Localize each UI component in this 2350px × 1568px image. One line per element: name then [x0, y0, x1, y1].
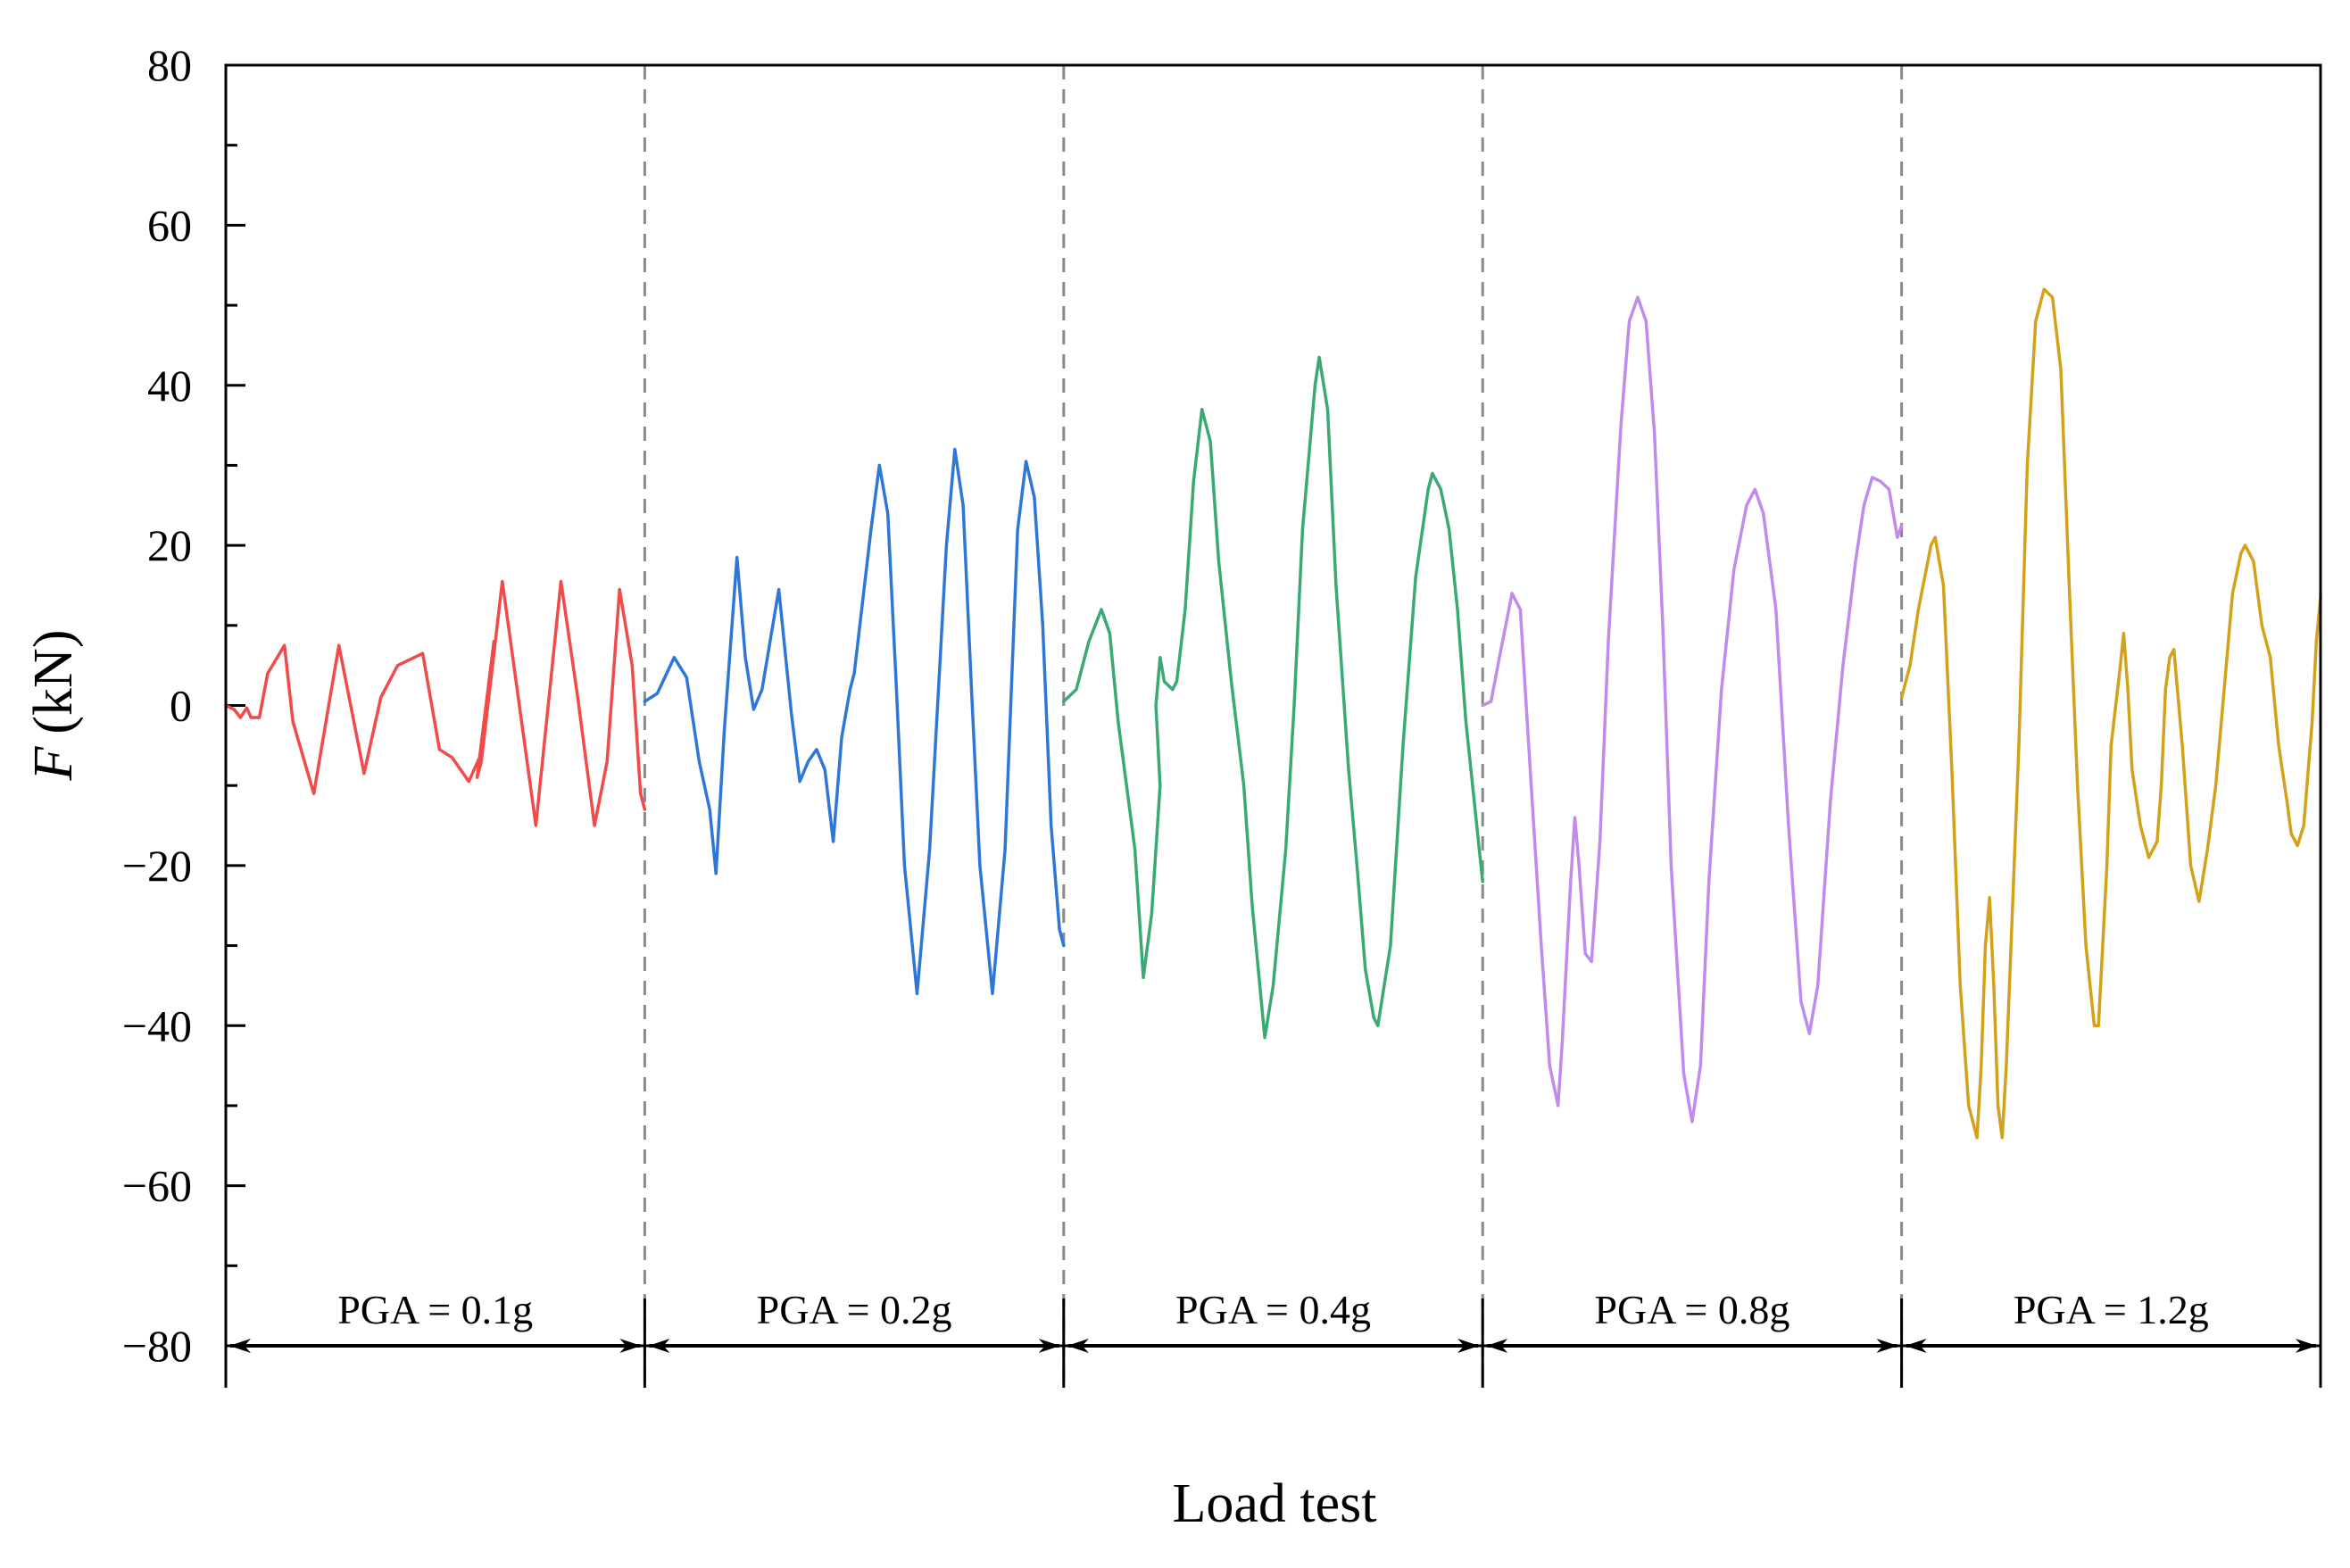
y-tick-label: 40	[147, 361, 192, 411]
y-tick-label: −60	[122, 1161, 192, 1211]
series-line	[643, 447, 1066, 996]
y-axis-title: F (kN)	[23, 630, 84, 782]
y-axis-ticks: 80 60 40 20 0 −20 −40 −60 −80	[122, 40, 245, 1371]
y-axis-symbol: F	[23, 745, 84, 781]
segment-label: PGA = 1.2g	[2014, 1287, 2209, 1332]
y-tick-label: −40	[122, 1000, 192, 1050]
y-tick-label: 0	[170, 681, 192, 731]
series-line	[1062, 355, 1484, 1040]
segment-label: PGA = 0.8g	[1594, 1287, 1789, 1332]
series-lines	[224, 287, 2322, 1140]
pga-segments: PGA = 0.1g PGA = 0.2g PGA = 0.4g PGA = 0.8g…	[224, 1287, 2322, 1388]
series-line	[1899, 287, 2322, 1140]
y-tick-label: 80	[147, 40, 192, 90]
segment-label: PGA = 0.1g	[337, 1287, 533, 1332]
segment-label: PGA = 0.4g	[1175, 1287, 1371, 1332]
y-tick-label: 20	[147, 520, 192, 570]
x-axis-title: Load test	[1173, 1473, 1377, 1534]
y-tick-label: −80	[122, 1321, 192, 1371]
y-tick-label: 60	[147, 200, 192, 250]
y-axis-unit: (kN)	[23, 630, 84, 734]
y-tick-label: −20	[122, 841, 192, 891]
series-line	[1481, 295, 1904, 1124]
plot-frame	[224, 63, 2322, 1348]
segment-label: PGA = 0.2g	[757, 1287, 952, 1332]
series-line	[224, 579, 647, 827]
segment-dividers	[643, 65, 1904, 1388]
